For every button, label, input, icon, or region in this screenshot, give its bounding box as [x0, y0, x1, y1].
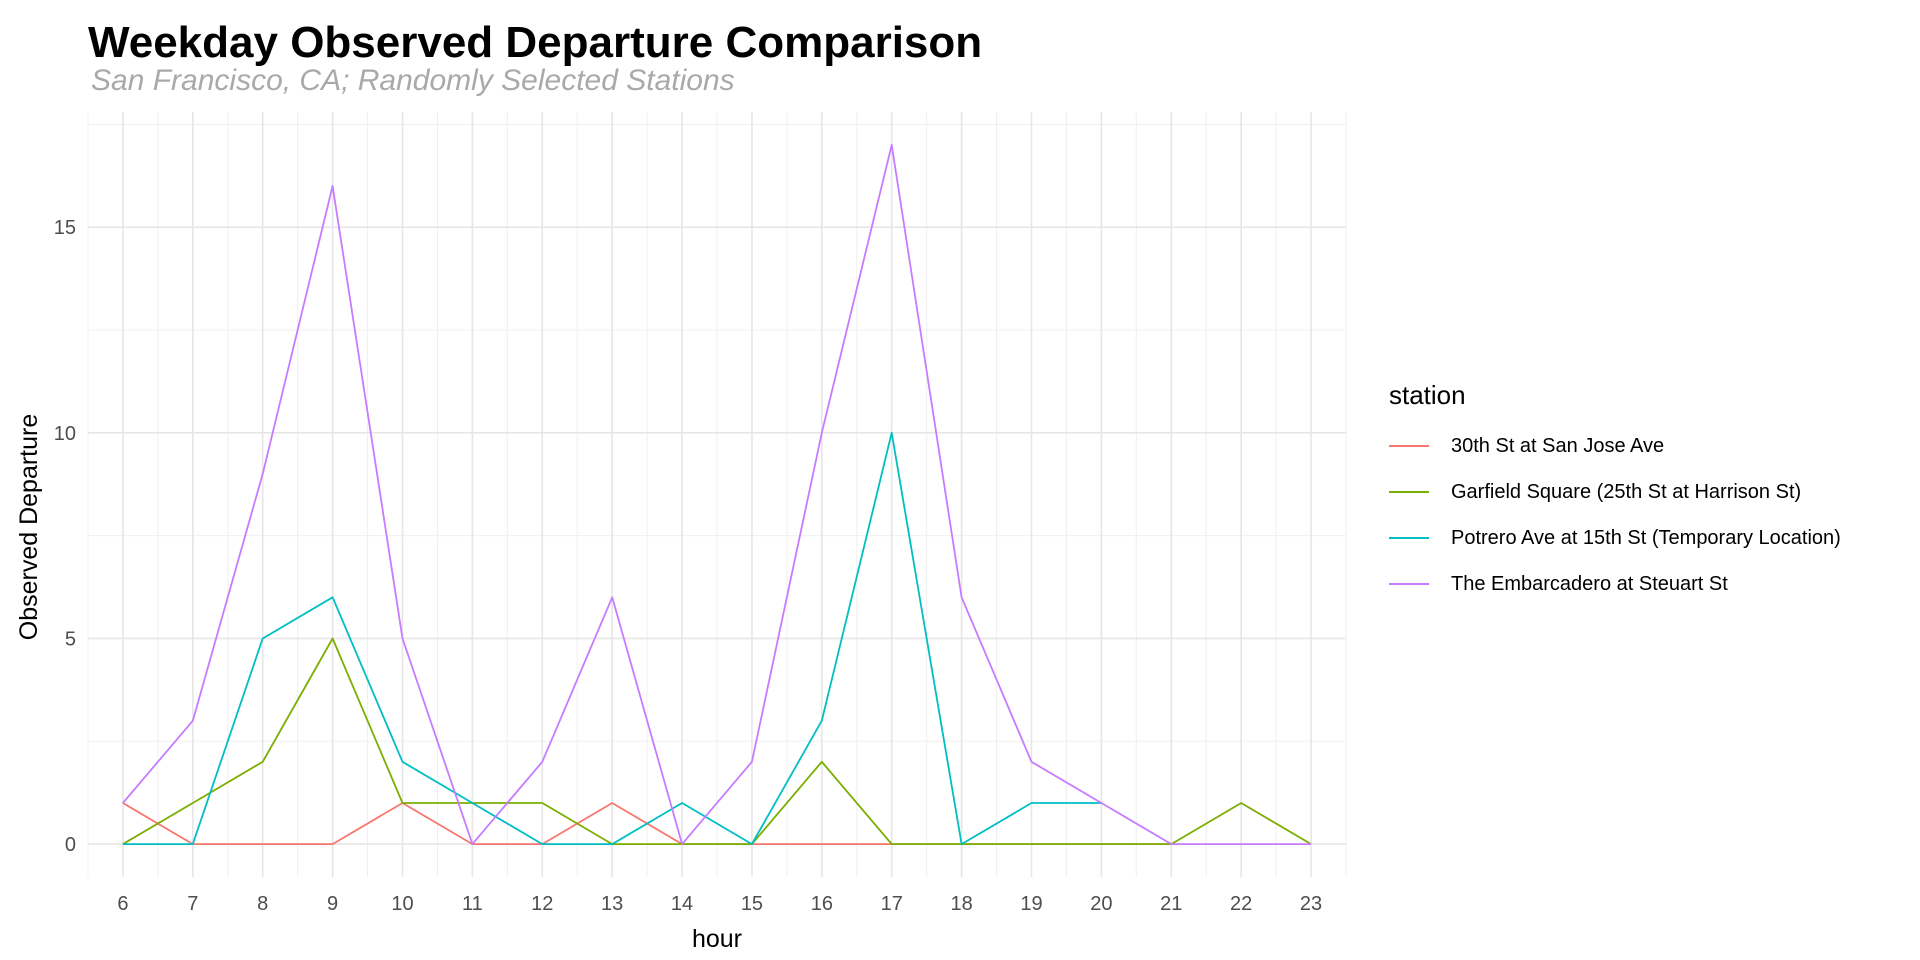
tick-labels: 6 7 8 9 10 11 12 13 14 15 16 17 18 19 20 21 22 23 0 5 10 15 — [54, 217, 1322, 915]
legend-title: station — [1389, 380, 1466, 410]
chart-subtitle: San Francisco, CA; Randomly Selected Sta… — [91, 64, 735, 97]
x-tick-label: 12 — [531, 893, 553, 915]
x-tick-label: 16 — [811, 893, 833, 915]
x-tick-label: 19 — [1020, 893, 1042, 915]
legend-key — [1389, 445, 1429, 447]
x-tick-label: 15 — [741, 893, 763, 915]
x-tick-label: 21 — [1160, 893, 1182, 915]
x-tick-label: 11 — [462, 893, 483, 915]
y-tick-label: 5 — [65, 628, 76, 650]
legend-label: Garfield Square (25th St at Harrison St) — [1451, 480, 1802, 503]
x-tick-label: 9 — [327, 893, 338, 915]
legend-item: Garfield Square (25th St at Harrison St) — [1389, 469, 1841, 515]
legend-label: Potrero Ave at 15th St (Temporary Locati… — [1451, 526, 1841, 549]
legend-label: The Embarcadero at Steuart St — [1451, 572, 1728, 595]
x-tick-label: 20 — [1090, 893, 1112, 915]
series-line — [122, 637, 1312, 845]
series-line — [122, 431, 1102, 845]
chart-title: Weekday Observed Departure Comparison — [88, 18, 983, 67]
y-tick-label: 10 — [54, 423, 76, 445]
y-tick-label: 0 — [65, 834, 76, 856]
x-tick-label: 7 — [187, 893, 198, 915]
legend-item: Potrero Ave at 15th St (Temporary Locati… — [1389, 515, 1841, 561]
x-axis-title: hour — [692, 925, 742, 953]
series-lines — [122, 143, 1312, 845]
y-tick-label: 15 — [54, 217, 76, 239]
legend-key — [1389, 491, 1429, 493]
x-tick-label: 10 — [391, 893, 413, 915]
series-line — [122, 143, 1312, 845]
legend: station 30th St at San Jose Ave Garfield … — [1389, 380, 1841, 607]
legend-key — [1389, 583, 1429, 585]
y-axis-title: Observed Departure — [15, 414, 43, 641]
x-tick-label: 18 — [950, 893, 972, 915]
legend-item: 30th St at San Jose Ave — [1389, 423, 1841, 469]
x-tick-label: 13 — [601, 893, 623, 915]
x-tick-label: 6 — [117, 893, 128, 915]
legend-items: 30th St at San Jose Ave Garfield Square (… — [1389, 423, 1841, 607]
x-tick-label: 17 — [881, 893, 903, 915]
legend-item: The Embarcadero at Steuart St — [1389, 561, 1841, 607]
x-tick-label: 22 — [1230, 893, 1252, 915]
x-tick-label: 23 — [1300, 893, 1322, 915]
x-tick-label: 8 — [257, 893, 268, 915]
grid — [87, 112, 1347, 877]
legend-key — [1389, 537, 1429, 539]
x-tick-label: 14 — [671, 893, 693, 915]
legend-label: 30th St at San Jose Ave — [1451, 434, 1665, 457]
